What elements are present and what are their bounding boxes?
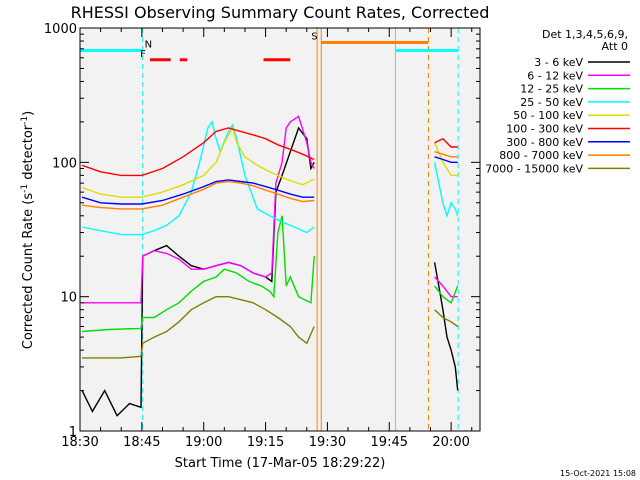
y-axis-label: Corrected Count Rate (s-1 detector-1): [20, 111, 36, 349]
y-tick-label-1: 10: [60, 291, 77, 306]
plot-area: [80, 28, 480, 431]
legend-label-6: 300 - 800 keV: [506, 136, 583, 149]
series-lines: [81, 115, 459, 417]
series-line-8-1: [434, 309, 459, 328]
x-tick-label-6: 20:00: [432, 435, 469, 450]
x-tick-label-3: 19:15: [247, 435, 284, 450]
x-tick-label-4: 19:30: [309, 435, 346, 450]
series-2: [82, 215, 459, 333]
flag-bars: NF S: [80, 31, 459, 62]
series-5: [81, 127, 458, 177]
series-line-4-0: [81, 126, 315, 198]
series-line-0-1: [433, 262, 459, 391]
y-tick-label-0: 1: [69, 425, 77, 440]
footer-date: 15-Oct-2021 15:08: [560, 469, 636, 478]
y-axis: 1 10 100 1000: [44, 22, 480, 440]
series-line-6-1: [434, 156, 458, 164]
x-axis: 18:30 18:45 19:00 19:15 19:30 19:45 20:00: [61, 28, 473, 450]
plot-frame: [79, 27, 481, 432]
legend-label-1: 6 - 12 keV: [527, 69, 583, 82]
legend-label-2: 12 - 25 keV: [520, 83, 583, 96]
series-line-7-0: [82, 180, 315, 210]
series-line-7-1: [434, 151, 458, 158]
legend-header-0: Det 1,3,4,5,6,9,: [542, 28, 628, 41]
series-line-3-0: [81, 120, 315, 236]
flag-label-N: N: [145, 39, 152, 50]
series-8: [82, 296, 459, 359]
x-tick-label-2: 19:00: [185, 435, 222, 450]
series-6: [81, 156, 458, 205]
series-line-2-0: [82, 215, 315, 333]
flag-label-S: S: [311, 31, 317, 42]
series-line-1-1: [434, 276, 458, 298]
series-line-2-1: [434, 285, 459, 304]
legend-label-5: 100 - 300 keV: [506, 123, 583, 136]
series-line-5-1: [434, 137, 458, 148]
x-tick-label-0: 18:30: [61, 435, 98, 450]
x-axis-label: Start Time (17-Mar-05 18:29:22): [175, 456, 386, 471]
chart-title: RHESSI Observing Summary Count Rates, Co…: [71, 3, 490, 22]
series-7: [82, 151, 458, 210]
y-tick-label-3: 1000: [44, 22, 77, 37]
legend-label-4: 50 - 100 keV: [513, 109, 583, 122]
legend-label-3: 25 - 50 keV: [520, 96, 583, 109]
x-tick-label-1: 18:45: [123, 435, 160, 450]
legend-label-0: 3 - 6 keV: [534, 56, 583, 69]
x-tick-label-5: 19:45: [371, 435, 408, 450]
series-line-3-1: [433, 162, 459, 219]
legend-header-1: Att 0: [602, 40, 628, 53]
series-line-8-0: [82, 296, 315, 359]
legend-label-8: 7000 - 15000 keV: [485, 162, 583, 175]
series-3: [81, 120, 459, 236]
series-line-1-0: [82, 115, 315, 304]
series-1: [82, 115, 458, 304]
y-tick-label-2: 100: [52, 156, 77, 171]
legend-label-7: 800 - 7000 keV: [499, 149, 583, 162]
flag-label-F: F: [140, 49, 146, 60]
series-line-5-0: [81, 127, 315, 177]
series-line-6-0: [81, 179, 315, 205]
